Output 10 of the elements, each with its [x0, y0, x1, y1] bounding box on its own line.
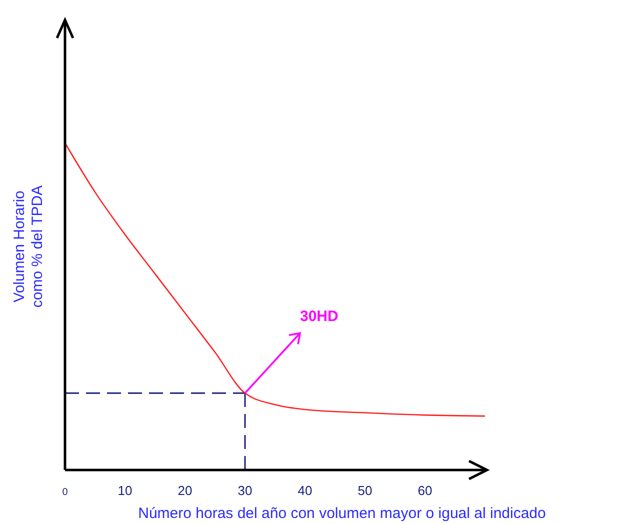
x-tick-label: 20 [178, 483, 192, 498]
x-tick-label: 0 [62, 487, 68, 498]
x-tick-label: 60 [418, 483, 432, 498]
y-axis-title: Volumen Horario como % del TPDA [11, 185, 46, 308]
x-tick-label: 50 [358, 483, 372, 498]
x-tick-label: 10 [118, 483, 132, 498]
x-tick-label: 30 [238, 483, 252, 498]
x-tick-label: 40 [298, 483, 312, 498]
x-axis-title: Número horas del año con volumen mayor o igual al indicado [138, 505, 546, 522]
annotation: 30HD [300, 308, 339, 326]
